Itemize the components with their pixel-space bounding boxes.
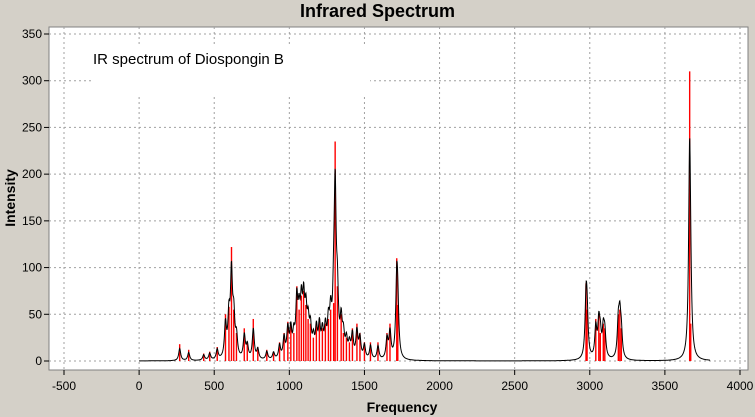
x-tick-label: 500 [204, 379, 224, 393]
envelope-series [139, 138, 710, 362]
x-tick-label: 2000 [426, 379, 453, 393]
x-tick-label: 1500 [351, 379, 378, 393]
x-tick-label: 3500 [652, 379, 679, 393]
axes: -500 0 500 1000 1500 2000 2500 3000 3500 4000 0 50 1… [22, 27, 754, 393]
x-tick-label: 1000 [276, 379, 303, 393]
y-axis-label: Intensity [2, 169, 18, 227]
x-tick-label: 0 [136, 379, 143, 393]
annotation-box: IR spectrum of Diospongin B [92, 46, 370, 96]
y-tick-label: 150 [22, 214, 42, 228]
x-tick-label: 2500 [501, 379, 528, 393]
x-tick-label: 3000 [576, 379, 603, 393]
x-axis-label: Frequency [367, 399, 438, 415]
y-tick-label: 100 [22, 261, 42, 275]
y-tick-label: 0 [35, 354, 42, 368]
y-tick-label: 300 [22, 74, 42, 88]
y-tick-label: 350 [22, 27, 42, 41]
y-tick-label: 50 [29, 307, 43, 321]
chart-title: Infrared Spectrum [299, 1, 456, 21]
y-tick-label: 200 [22, 167, 42, 181]
y-tick-label: 250 [22, 120, 42, 134]
x-tick-label: 4000 [727, 379, 754, 393]
annotation-text: IR spectrum of Diospongin B [93, 51, 284, 68]
x-tick-label: -500 [52, 379, 76, 393]
envelope-line [139, 138, 710, 362]
